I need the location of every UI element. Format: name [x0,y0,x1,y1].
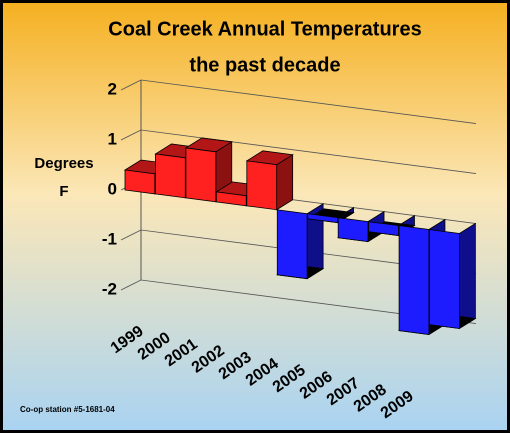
bar [429,229,460,329]
y-axis-label: Degrees [34,155,93,172]
y-axis-label: F [59,183,68,200]
tick-mark [120,279,142,291]
chart-subtitle: the past decade [189,54,340,76]
bar [215,191,247,207]
bar [398,225,430,335]
bar [155,153,186,199]
tick-mark [120,229,142,241]
bar [276,209,308,280]
y-tick-label: 2 [108,79,117,98]
y-tick-label: 1 [108,129,117,148]
bar [185,147,217,203]
y-tick-label: 0 [108,179,117,198]
y-tick-label: -1 [102,229,117,248]
grid-line [140,129,477,174]
chart-title: Coal Creek Annual Temperatures [108,18,421,40]
bar [337,217,369,243]
tick-mark [120,79,142,91]
tick-mark [120,129,142,141]
bar-side [458,222,476,330]
bar [368,221,399,237]
footnote: Co-op station #5-1681-04 [20,405,115,414]
bar [246,160,278,211]
grid-line [140,79,477,124]
bar [124,169,156,195]
y-tick-label: -2 [102,279,117,298]
bar [307,213,338,224]
